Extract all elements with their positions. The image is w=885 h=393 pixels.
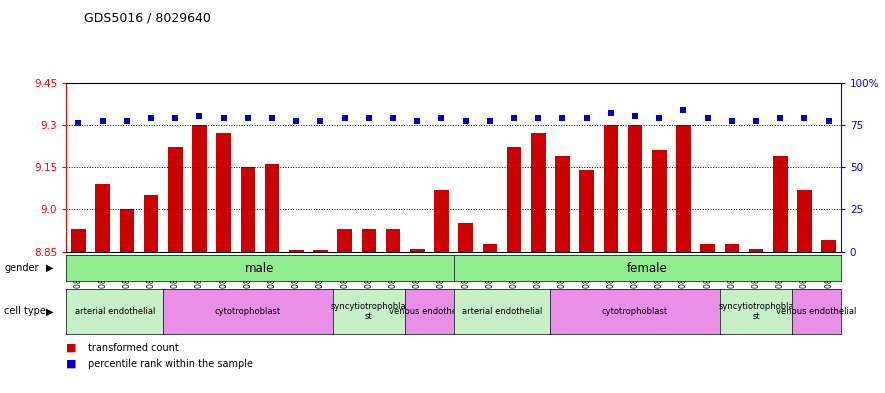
Text: percentile rank within the sample: percentile rank within the sample	[88, 358, 253, 369]
Point	[797, 115, 812, 121]
Text: cytotrophoblast: cytotrophoblast	[602, 307, 668, 316]
Point	[313, 118, 327, 125]
Point	[580, 115, 594, 121]
Bar	[725, 244, 739, 252]
Bar	[289, 250, 304, 252]
Bar	[773, 156, 788, 252]
Point	[628, 113, 643, 119]
Point	[773, 115, 788, 121]
Text: venous endothelial: venous endothelial	[776, 307, 857, 316]
Bar	[241, 167, 255, 252]
Text: ▶: ▶	[46, 263, 53, 273]
Bar	[71, 229, 86, 252]
Point	[749, 118, 763, 125]
Text: venous endothelial: venous endothelial	[389, 307, 470, 316]
Point	[337, 115, 351, 121]
Point	[701, 115, 715, 121]
Text: gender: gender	[4, 263, 39, 273]
Text: GDS5016 / 8029640: GDS5016 / 8029640	[84, 12, 211, 25]
Point	[604, 110, 618, 116]
Bar	[507, 147, 521, 252]
Bar	[410, 249, 425, 252]
Bar	[386, 229, 400, 252]
Bar	[96, 184, 110, 252]
Bar	[749, 249, 763, 252]
Text: arterial endothelial: arterial endothelial	[74, 307, 155, 316]
Bar	[119, 209, 135, 252]
Bar	[482, 244, 497, 252]
Point	[265, 115, 279, 121]
Text: cytotrophoblast: cytotrophoblast	[215, 307, 281, 316]
Point	[386, 115, 400, 121]
Bar	[265, 164, 280, 252]
Point	[410, 118, 424, 125]
Text: ▶: ▶	[46, 307, 53, 316]
Bar	[821, 240, 836, 252]
Point	[458, 118, 473, 125]
Point	[652, 115, 666, 121]
Bar	[435, 189, 449, 252]
Bar	[676, 125, 690, 252]
Point	[217, 115, 231, 121]
Text: cell type: cell type	[4, 307, 46, 316]
Point	[192, 113, 206, 119]
Text: ■: ■	[66, 358, 77, 369]
Point	[435, 115, 449, 121]
Text: syncytiotrophobla
st: syncytiotrophobla st	[719, 302, 794, 321]
Point	[144, 115, 158, 121]
Bar	[555, 156, 570, 252]
Point	[556, 115, 570, 121]
Bar	[168, 147, 182, 252]
Point	[241, 115, 255, 121]
Point	[119, 118, 134, 125]
Text: ■: ■	[66, 343, 77, 353]
Bar	[700, 244, 715, 252]
Bar	[797, 189, 812, 252]
Bar	[217, 133, 231, 252]
Text: female: female	[627, 262, 667, 275]
Point	[362, 115, 376, 121]
Bar	[580, 170, 594, 252]
Point	[483, 118, 497, 125]
Point	[72, 120, 86, 126]
Point	[289, 118, 304, 125]
Bar	[627, 125, 643, 252]
Text: transformed count: transformed count	[88, 343, 180, 353]
Point	[96, 118, 110, 125]
Bar	[652, 150, 666, 252]
Bar	[458, 223, 473, 252]
Bar	[313, 250, 327, 252]
Point	[676, 107, 690, 113]
Bar	[531, 133, 545, 252]
Text: syncytiotrophobla
st: syncytiotrophobla st	[331, 302, 407, 321]
Bar	[192, 125, 207, 252]
Point	[168, 115, 182, 121]
Point	[531, 115, 545, 121]
Bar	[604, 125, 618, 252]
Bar	[362, 229, 376, 252]
Point	[507, 115, 521, 121]
Point	[821, 118, 835, 125]
Bar	[337, 229, 352, 252]
Text: male: male	[245, 262, 274, 275]
Point	[725, 118, 739, 125]
Bar	[143, 195, 158, 252]
Text: arterial endothelial: arterial endothelial	[462, 307, 543, 316]
